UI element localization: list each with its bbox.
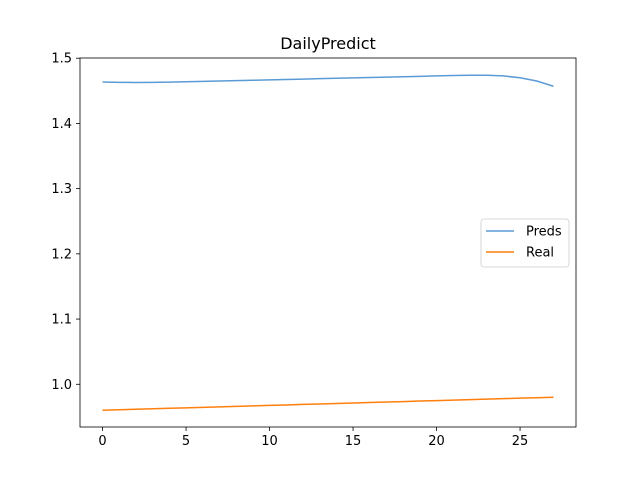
x-tick-label: 5 [182,434,190,449]
chart-title: DailyPredict [280,34,376,53]
legend-label-real: Real [526,246,554,261]
y-tick-label: 1.3 [51,182,72,197]
plot-frame [79,57,577,428]
x-tick-label: 20 [428,434,445,449]
y-tick-label: 1.4 [51,117,72,132]
legend-label-preds: Preds [526,225,562,240]
plot-area [79,57,577,428]
x-tick-label: 10 [261,434,278,449]
series-line-preds [102,74,554,87]
x-axis: 0 5 10 15 20 25 [98,427,528,449]
series-line-real [102,396,554,411]
y-tick-label: 1.5 [51,52,72,67]
y-tick-label: 1.0 [51,378,72,393]
y-tick-label: 1.2 [51,247,72,262]
y-tick-label: 1.1 [51,313,72,328]
x-tick-label: 15 [345,434,362,449]
x-tick-label: 25 [512,434,529,449]
x-tick-label: 0 [98,434,106,449]
legend: Preds Real [480,218,570,268]
y-axis: 1.0 1.1 1.2 1.3 1.4 1.5 [51,52,80,393]
